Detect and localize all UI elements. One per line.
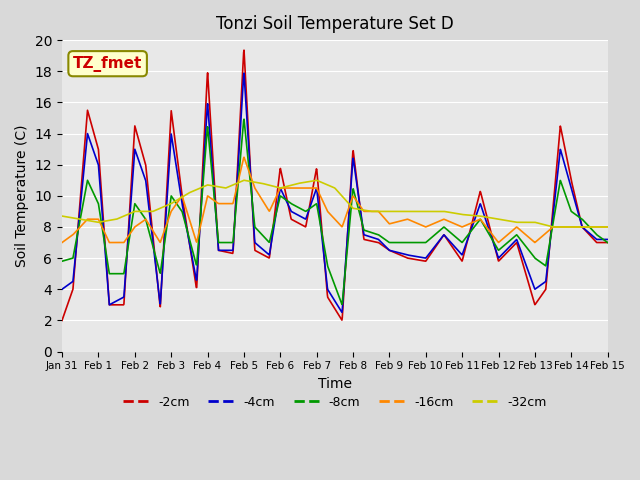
-2cm [123, 260, 131, 265]
-4cm [290, 210, 298, 216]
-32cm [123, 212, 131, 218]
-4cm [369, 235, 377, 240]
Line: -32cm: -32cm [62, 180, 607, 227]
-16cm [301, 185, 309, 191]
-32cm [100, 218, 108, 224]
-32cm [58, 213, 66, 219]
-8cm [290, 202, 298, 208]
X-axis label: Time: Time [318, 377, 352, 391]
Line: -2cm: -2cm [62, 50, 607, 320]
-2cm [311, 174, 319, 180]
-2cm [604, 240, 611, 245]
-32cm [240, 178, 248, 183]
-4cm [240, 70, 248, 76]
-2cm [290, 218, 298, 224]
-32cm [550, 224, 557, 230]
-32cm [290, 181, 298, 187]
-32cm [604, 224, 611, 230]
Y-axis label: Soil Temperature (C): Soil Temperature (C) [15, 125, 29, 267]
-2cm [301, 224, 309, 229]
-16cm [369, 208, 377, 214]
-2cm [240, 47, 248, 53]
-16cm [290, 185, 298, 191]
-8cm [369, 230, 377, 236]
-8cm [338, 301, 346, 307]
-8cm [123, 254, 131, 260]
Line: -4cm: -4cm [62, 73, 607, 312]
-4cm [311, 190, 319, 196]
-4cm [338, 310, 346, 315]
-8cm [58, 258, 66, 264]
Line: -16cm: -16cm [62, 157, 607, 242]
-32cm [301, 180, 309, 185]
-16cm [240, 155, 248, 160]
Title: Tonzi Soil Temperature Set D: Tonzi Soil Temperature Set D [216, 15, 454, 33]
Legend: -2cm, -4cm, -8cm, -16cm, -32cm: -2cm, -4cm, -8cm, -16cm, -32cm [118, 391, 552, 414]
-4cm [604, 237, 611, 242]
-4cm [100, 237, 108, 243]
-16cm [58, 240, 66, 245]
-8cm [604, 240, 611, 245]
-32cm [369, 208, 377, 214]
-2cm [58, 317, 66, 323]
-2cm [369, 239, 377, 244]
-8cm [100, 238, 108, 244]
-16cm [311, 185, 319, 191]
Text: TZ_fmet: TZ_fmet [73, 56, 142, 72]
Line: -8cm: -8cm [62, 119, 607, 304]
-4cm [58, 287, 66, 292]
-32cm [311, 178, 319, 183]
-2cm [100, 229, 108, 235]
-16cm [100, 229, 108, 235]
-8cm [240, 116, 248, 122]
-16cm [123, 236, 131, 242]
-4cm [123, 259, 131, 265]
-8cm [311, 202, 319, 208]
-16cm [604, 224, 611, 230]
-8cm [301, 208, 309, 214]
-4cm [301, 216, 309, 222]
